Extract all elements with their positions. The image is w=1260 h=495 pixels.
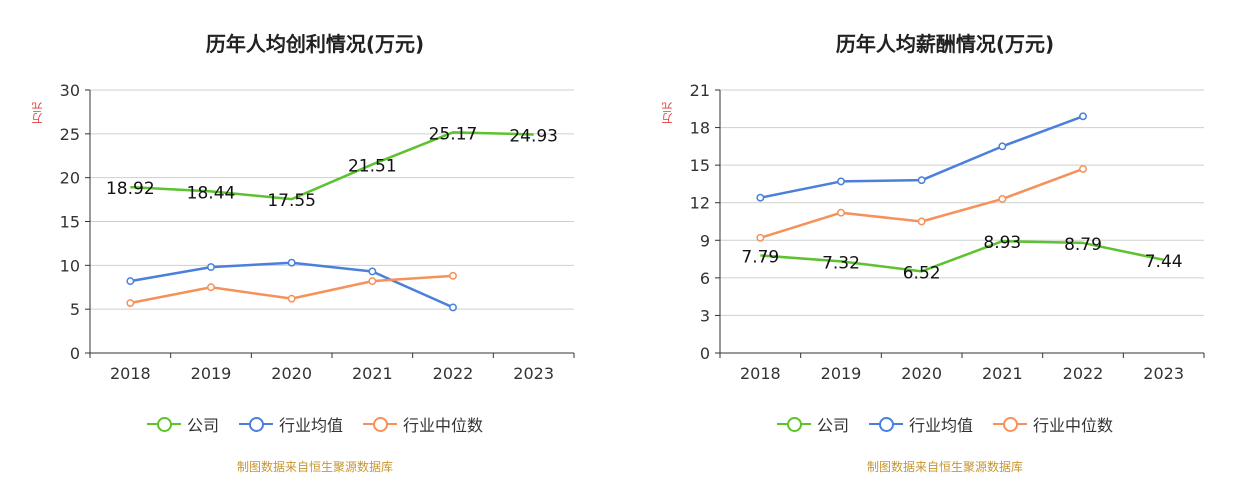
- data-label: 7.32: [822, 253, 860, 273]
- y-tick-label: 18: [690, 119, 710, 138]
- data-label: 8.79: [1064, 235, 1102, 255]
- series-line-industry_avg: [760, 115, 1084, 199]
- legend-swatch-industry-median: [363, 416, 397, 432]
- data-point-industry_median[interactable]: [207, 283, 215, 292]
- data-label: 18.44: [187, 183, 236, 203]
- data-label: 18.92: [106, 179, 155, 199]
- y-tick-label: 20: [60, 169, 80, 188]
- y-tick-label: 10: [60, 256, 80, 275]
- x-tick-label: 2019: [821, 364, 862, 383]
- x-tick-label: 2021: [352, 364, 393, 383]
- x-tick-label: 2018: [110, 364, 151, 383]
- y-tick-label: 9: [700, 231, 710, 250]
- legend-swatch-company: [146, 416, 181, 432]
- legend-item-company[interactable]: 公司: [776, 412, 849, 436]
- x-tick-label: 2020: [271, 364, 312, 383]
- data-point-industry_avg[interactable]: [126, 277, 135, 286]
- data-point-industry_median[interactable]: [368, 277, 377, 286]
- y-tick-label: 6: [700, 269, 710, 288]
- data-label: 7.44: [1145, 252, 1183, 272]
- legend-label-industry-median: 行业中位数: [1033, 416, 1114, 435]
- legend-label-company: 公司: [186, 416, 219, 435]
- data-point-industry_median[interactable]: [287, 294, 296, 303]
- data-point-industry_median[interactable]: [126, 299, 135, 307]
- legend-label-industry-median: 行业中位数: [403, 416, 484, 435]
- legend: 公司 行业均值 行业中位数: [630, 412, 1260, 436]
- source-note: 制图数据来自恒生聚源数据库: [866, 460, 1023, 474]
- legend-swatch-industry-avg: [238, 416, 273, 432]
- x-tick-label: 2020: [901, 364, 942, 383]
- data-point-industry_avg[interactable]: [837, 177, 845, 186]
- legend-item-industry-median[interactable]: 行业中位数: [993, 412, 1113, 436]
- legend-swatch-industry-median: [993, 416, 1027, 432]
- legend-item-industry-avg[interactable]: 行业均值: [868, 412, 973, 436]
- data-label: 25.17: [429, 124, 478, 144]
- source-note: 制图数据来自恒生聚源数据库: [236, 460, 393, 474]
- chart-panel-profit: 历年人均创利情况(万元) 万元 0 5 10 15 20 25 30 2018 2019 2020…: [0, 32, 630, 474]
- x-tick-label: 2023: [513, 364, 554, 383]
- data-point-industry_avg[interactable]: [1079, 112, 1087, 121]
- y-tick-label: 15: [60, 213, 80, 232]
- data-point-industry_median[interactable]: [837, 208, 845, 217]
- series-line-company: [130, 131, 534, 201]
- legend-item-industry-median[interactable]: 行业中位数: [363, 412, 483, 436]
- chart-title: 历年人均薪酬情况(万元): [835, 32, 1055, 56]
- line-chart-salary: 0 3 6 9 12 15 18 21 2018 2019 2020 2021 2022 2023 7.79…: [690, 81, 1205, 383]
- series-line-company: [760, 239, 1164, 273]
- data-point-industry_avg[interactable]: [449, 303, 457, 312]
- y-tick-label: 30: [60, 81, 80, 100]
- y-tick-label: 15: [690, 156, 710, 175]
- legend-swatch-industry-avg: [868, 416, 903, 432]
- data-point-industry_avg[interactable]: [287, 258, 296, 267]
- data-point-industry_avg[interactable]: [368, 267, 377, 276]
- x-tick-label: 2021: [982, 364, 1023, 383]
- legend-label-industry-avg: 行业均值: [908, 416, 973, 435]
- data-point-industry_avg[interactable]: [917, 176, 926, 185]
- data-label: 6.52: [903, 263, 941, 283]
- data-point-industry_median[interactable]: [1079, 164, 1087, 173]
- y-tick-label: 25: [60, 125, 80, 144]
- legend-label-company: 公司: [816, 416, 849, 435]
- data-label: 24.93: [509, 126, 558, 146]
- x-tick-label: 2023: [1143, 364, 1184, 383]
- x-tick-label: 2022: [433, 364, 474, 383]
- data-point-industry_median[interactable]: [917, 217, 926, 226]
- y-tick-label: 0: [700, 344, 710, 363]
- data-point-industry_median[interactable]: [449, 271, 457, 280]
- legend-swatch-company: [776, 416, 811, 432]
- chart-title: 历年人均创利情况(万元): [205, 32, 425, 56]
- x-tick-label: 2018: [740, 364, 781, 383]
- data-label: 7.79: [741, 247, 779, 267]
- legend-item-company[interactable]: 公司: [146, 412, 219, 436]
- legend: 公司 行业均值 行业中位数: [0, 412, 630, 436]
- y-tick-label: 5: [70, 300, 80, 319]
- data-point-industry_median[interactable]: [756, 233, 765, 242]
- data-label: 17.55: [267, 191, 316, 211]
- data-point-industry_avg[interactable]: [207, 263, 215, 272]
- x-tick-label: 2022: [1063, 364, 1104, 383]
- x-tick-label: 2019: [191, 364, 232, 383]
- y-tick-label: 0: [70, 344, 80, 363]
- data-label: 8.93: [983, 233, 1021, 253]
- y-tick-label: 3: [700, 306, 710, 325]
- data-point-industry_avg[interactable]: [756, 193, 765, 202]
- data-point-industry_median[interactable]: [998, 195, 1007, 203]
- chart-panel-salary: 历年人均薪酬情况(万元) 万元 0 3 6 9 12 15 18 21 2018 2019 2020…: [630, 0, 1260, 495]
- y-tick-label: 21: [690, 81, 710, 100]
- data-label: 21.51: [348, 156, 397, 176]
- data-point-industry_avg[interactable]: [998, 142, 1007, 151]
- y-tick-label: 12: [690, 194, 710, 213]
- line-chart-profit: 0 5 10 15 20 25 30 2018 2019 2020 2021 2022 2023 18.9…: [60, 81, 575, 383]
- legend-label-industry-avg: 行业均值: [278, 416, 343, 435]
- legend-item-industry-avg[interactable]: 行业均值: [238, 412, 343, 436]
